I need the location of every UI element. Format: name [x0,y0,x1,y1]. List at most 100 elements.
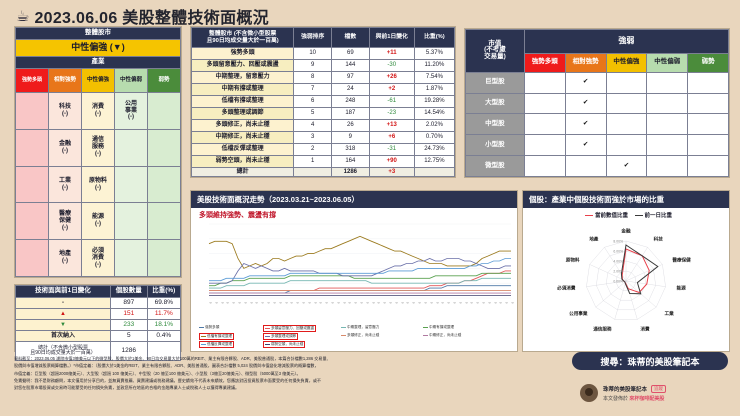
cap-empty-cell [605,113,648,136]
cap-row: 巨型股 ✔ [465,71,729,94]
sector-cell-通信: 通信 服務 (-) [81,128,115,167]
cap-row-label-大型股: 大型股 [465,92,525,115]
cap-col-中性偏強: 中性偏強 [605,52,648,73]
trend-line-chart: 美股技術面概況走勢（2023.03.21~2023.06.05） 多頭維持強勢、… [190,190,518,352]
rank-row-rank: 8 [293,71,333,84]
rank-row-pct: 0.70% [413,131,456,144]
avatar [580,384,598,402]
cap-empty-cell [646,155,689,177]
rank-row: 多頭整理或調節 5 187 -23 14.54% [190,107,456,120]
cap-rows: 巨型股 ✔ 大型股 ✔ 中型股 ✔ 小型股 ✔ 微型股 ✔ [465,71,729,177]
sector-cell-原物料: 原物料 (-) [81,165,115,204]
cap-check-cell: ✔ [564,134,607,157]
radar-legend: 當前數值比重 前一日比重 [523,208,729,219]
rank-row-name: 多頭留意壓力、回壓或震盪 [190,59,295,72]
tech-change-table: 技術面與前1日變化 個股數量 比重(%) -897 69.8% ▲ 151 11.7% ▼… [14,284,182,361]
rank-row-pct: 7.54% [413,71,456,84]
follow-button[interactable]: 追蹤 [651,384,667,393]
change-row-count: 233 [109,319,148,331]
sector-column-headers: 強勢多頭 相對強勢 中性偏強 中性偏弱 弱勢 [15,67,181,94]
change-row: 總計（不含微小型股票 且90日均成交量大於一百萬） 1286 [15,341,182,361]
publication-prefix: 本文發佈於 [603,395,629,402]
rank-col-count: 檔數 [331,27,370,48]
rank-row: 中期有撐或整理 7 24 +2 1.87% [190,83,456,96]
svg-text:金融: 金融 [620,227,631,234]
page-title-text: 2023.06.06 美股整體技術面概況 [34,10,269,27]
overall-market-status: 中性偏強 (▼) [15,39,181,57]
rank-row-count: 318 [331,143,370,156]
sector-cell-empty [147,202,181,241]
svg-text:0.00%: 0.00% [613,280,623,284]
cap-empty-cell [523,155,566,177]
rank-row: 低檔有撐或整理 6 248 -61 19.28% [190,95,456,108]
sector-col-strongbull: 強勢多頭 [15,67,49,94]
rank-row-change: +6 [368,131,415,144]
sector-row: 醫療 保健 (-) 能源 (-) [15,202,181,241]
trend-chart-subtitle: 多頭維持強勢、震盪有撐 [199,212,276,219]
rank-row-name: 多頭修正，尚未止穩 [190,119,295,132]
rank-row: 弱勢空頭，尚未止穩 1 164 +90 12.75% [190,155,456,168]
sector-cell-empty [147,128,181,167]
rank-row-pct: 5.37% [413,47,456,60]
sector-cell-empty [114,128,148,167]
trend-legend-item: 中期修正，尚未止穩 [423,333,461,338]
cap-row: 大型股 ✔ [465,92,729,115]
change-col-pct: 比重(%) [146,285,182,298]
change-table-header: 技術面與前1日變化 個股數量 比重(%) [15,285,182,298]
sector-cell-科技: 科技 (-) [48,92,82,130]
sector-cell-empty [15,239,49,277]
change-row: 首次納入 5 0.4% [15,330,182,342]
sector-cell-empty [15,128,49,167]
rank-row-count: 24 [331,83,370,96]
svg-text:4.00%: 4.00% [613,260,623,264]
rank-row-rank: 5 [293,107,333,120]
change-row: ▲ 151 11.7% [15,308,182,320]
cap-empty-cell [564,155,607,177]
radar-chart-title: 個股：產業中個股技術面強於市場的比重 [523,191,729,208]
cap-empty-cell [605,92,648,115]
author-name-row: 珠蒂的美股筆記本 追蹤 [603,384,667,393]
search-pill[interactable]: 搜尋：珠蒂的美股筆記本 [572,352,728,370]
radar-legend-swatch-current [584,214,593,217]
sector-cell-empty [114,202,148,241]
cap-group-header: 強弱 [523,29,730,54]
rank-row-pct: 2.02% [413,119,456,132]
sector-row: 工業 (-) 原物料 (-) [15,165,181,204]
rank-row-rank: 9 [293,59,333,72]
rank-row-change: -30 [368,59,415,72]
cap-row-label-小型股: 小型股 [465,134,525,157]
rank-row: 中期修正，尚未止穩 3 9 +6 0.70% [190,131,456,144]
cap-row: 中型股 ✔ [465,113,729,136]
change-row: -897 69.8% [15,297,182,309]
svg-text:消費: 消費 [640,325,650,332]
trend-plot-area [191,220,517,302]
rank-col-pct: 比重(%) [413,27,456,48]
svg-text:必須消費: 必須消費 [556,285,576,292]
cap-empty-cell [646,113,689,136]
change-col-count: 個股數量 [109,285,148,298]
publication-target[interactable]: 來杯咖啡配美股 [629,395,665,402]
sector-cell-醫療: 醫療 保健 (-) [48,202,82,241]
cap-col-中性偏弱: 中性偏弱 [646,52,689,73]
sector-cell-公用: 公用 事業 (-) [114,92,148,130]
cap-empty-cell [523,71,566,94]
cap-empty-cell [523,113,566,136]
svg-text:2.00%: 2.00% [613,270,623,274]
change-row-count: 1286 [109,341,148,361]
trend-x-axis-labels: 2023/03/212023/03/222023/03/232023/03/24… [191,302,517,324]
rank-total-name: 總計 [190,167,295,177]
sector-row: 金融 (-) 通信 服務 (-) [15,128,181,167]
rank-row-rank: 1 [293,155,333,168]
change-row-label: ▼ [15,319,111,331]
rank-total-count: 1286 [331,167,370,177]
sector-row: 科技 (-) 消費 (-) 公用 事業 (-) [15,92,181,130]
cap-empty-cell [646,134,689,157]
page-title: ☕ 2023.06.06 美股整體技術面概況 [16,4,269,28]
change-row-pct: 18.1% [146,319,182,331]
trend-legend-item: 多頭修正，尚未止穩 [341,333,379,338]
change-row-pct: 11.7% [146,308,182,320]
cap-empty-cell [605,71,648,94]
sector-cell-empty [15,92,49,130]
change-rows: -897 69.8% ▲ 151 11.7% ▼ 233 18.1% 首次納入 5 0.4% 總計（不… [15,297,182,361]
